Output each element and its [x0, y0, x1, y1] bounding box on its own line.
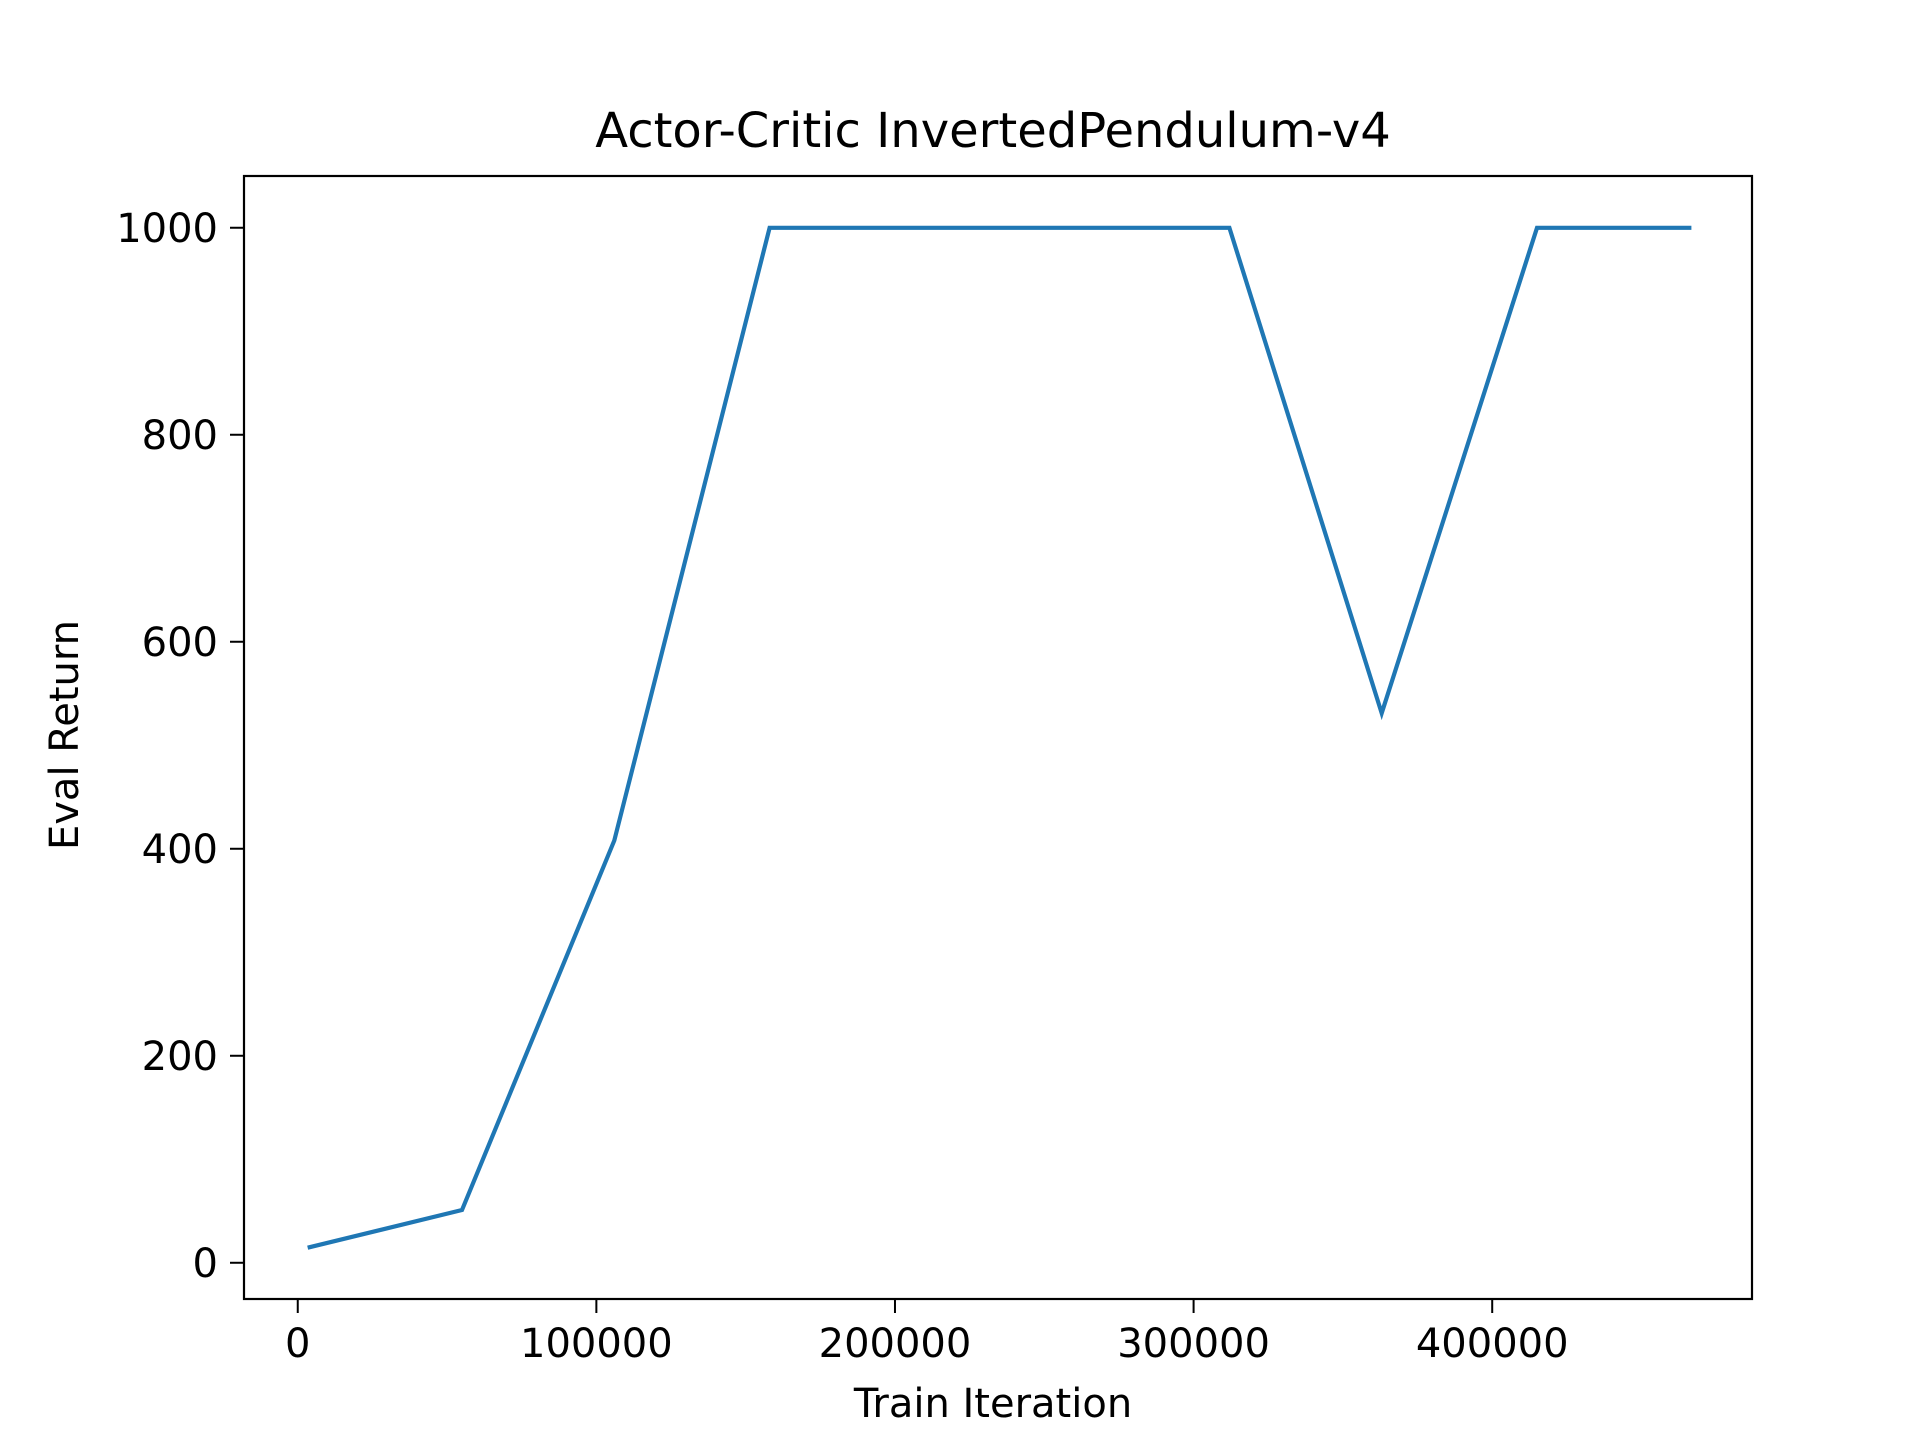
x-tick-label: 300000	[1117, 1321, 1270, 1367]
x-axis: 0 100000 200000 300000 400000	[285, 1299, 1569, 1367]
plot-area	[242, 174, 1754, 1301]
y-tick-label: 400	[142, 827, 218, 873]
chart-title: Actor-Critic InvertedPendulum-v4	[595, 103, 1391, 159]
y-axis: 0 200 400 600 800 1000	[116, 206, 244, 1287]
y-axis-label: Eval Return	[42, 620, 88, 850]
x-tick-label: 0	[285, 1321, 310, 1367]
y-tick-label: 1000	[116, 206, 218, 252]
y-tick-label: 600	[142, 620, 218, 666]
x-tick-label: 400000	[1416, 1321, 1569, 1367]
x-axis-label: Train Iteration	[853, 1381, 1132, 1427]
axes-frame	[242, 174, 1754, 1301]
y-tick-label: 200	[142, 1034, 218, 1080]
x-tick-label: 200000	[819, 1321, 972, 1367]
y-tick-label: 0	[193, 1241, 218, 1287]
x-tick-label: 100000	[520, 1321, 673, 1367]
series-line	[307, 225, 1692, 1250]
y-tick-label: 800	[142, 413, 218, 459]
